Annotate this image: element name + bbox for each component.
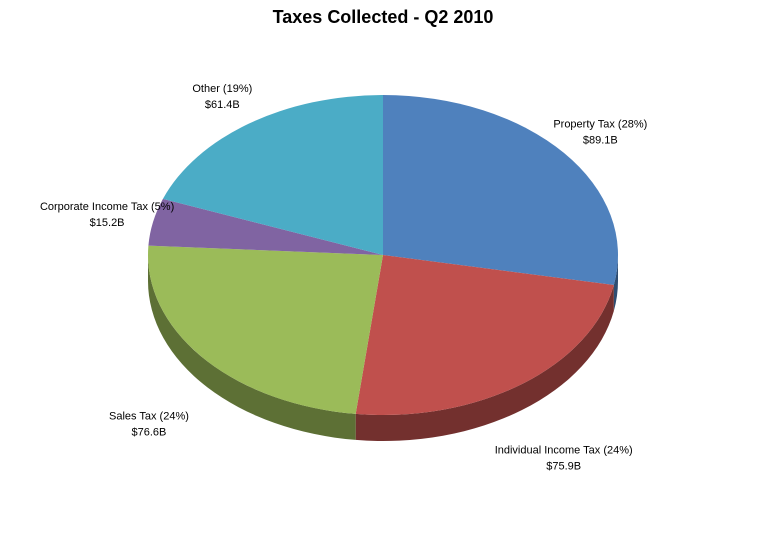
slice-label: Corporate Income Tax (5%)	[40, 201, 174, 213]
slice-side	[613, 255, 618, 311]
slice-label: Individual Income Tax (24%)	[495, 445, 633, 457]
slice	[355, 255, 614, 415]
slice	[383, 95, 618, 285]
slice-label: Other (19%)	[192, 83, 252, 95]
slice-side	[148, 255, 356, 440]
slice	[162, 95, 383, 255]
slice	[148, 198, 383, 255]
chart-title: Taxes Collected - Q2 2010	[273, 7, 494, 27]
slice-label: Sales Tax (24%)	[109, 411, 189, 423]
value-label: $89.1B	[583, 135, 618, 147]
slice	[147, 245, 383, 414]
slice-side	[355, 284, 614, 441]
value-label: $75.9B	[546, 461, 581, 473]
slice-label: Property Tax (28%)	[553, 119, 647, 131]
value-label: $15.2B	[90, 217, 125, 229]
value-label: $76.6B	[132, 427, 167, 439]
value-label: $61.4B	[205, 99, 240, 111]
